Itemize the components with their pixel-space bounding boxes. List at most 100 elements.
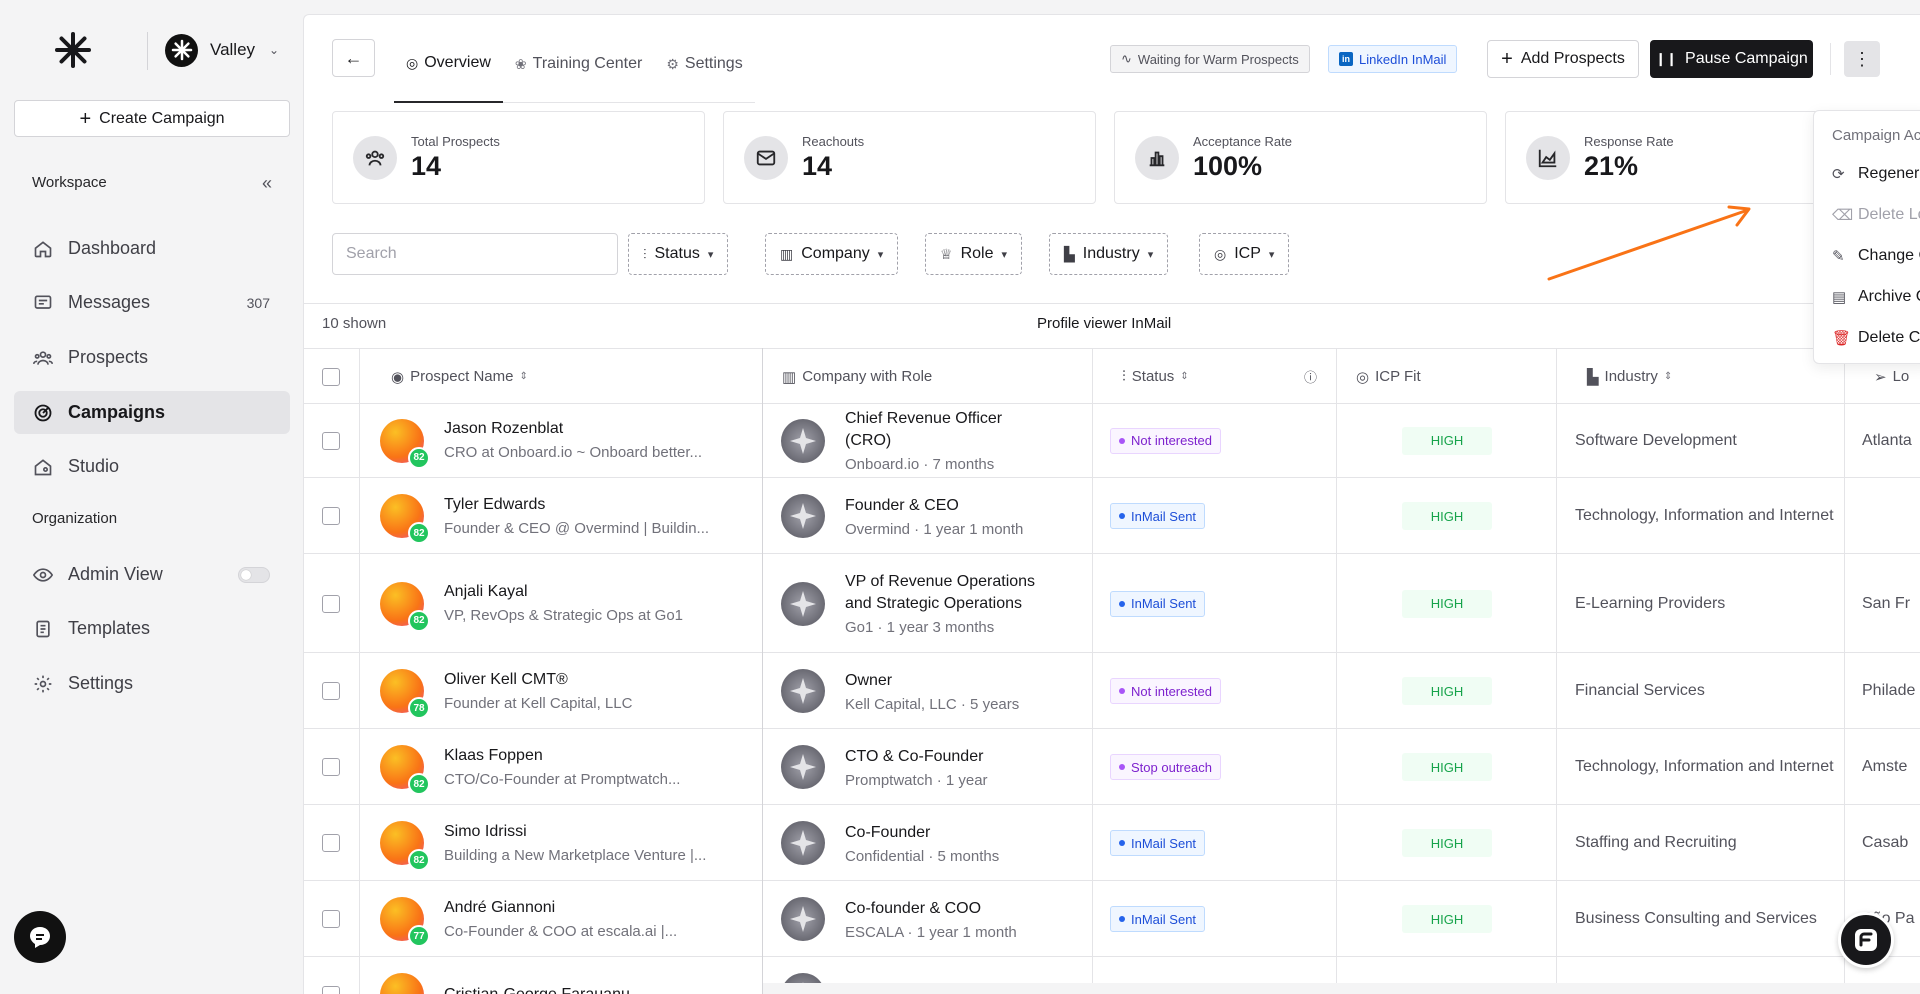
search-input[interactable] — [332, 233, 618, 275]
filter-icp[interactable]: ◎ ICP ▾ — [1199, 233, 1290, 275]
menu-item-label: Regenera — [1858, 164, 1920, 182]
add-prospects-button[interactable]: + Add Prospects — [1487, 40, 1639, 78]
column-icp-fit: ◎ ICP Fit — [1356, 349, 1421, 404]
nav-settings[interactable]: Settings — [14, 662, 290, 705]
stat-value: 14 — [411, 150, 442, 181]
collapse-sidebar-icon[interactable]: « — [262, 173, 273, 193]
location-text: Casab — [1862, 834, 1909, 851]
row-checkbox[interactable] — [322, 479, 340, 553]
nav-dashboard[interactable]: Dashboard — [14, 227, 290, 270]
tab-settings[interactable]: ⚙ Settings — [654, 39, 754, 89]
company-cell: Co-Founder Confidential · 5 months — [781, 806, 1045, 880]
row-checkbox[interactable] — [322, 730, 340, 804]
menu-item-delete-campaign[interactable]: 🗑 Delete C — [1814, 317, 1920, 358]
filter-status[interactable]: ⫶ Status ▾ — [628, 233, 729, 275]
stat-label: Reachouts — [802, 133, 865, 149]
prospect-cell[interactable]: 82 Klaas Foppen CTO/Co-Founder at Promptw… — [380, 730, 680, 804]
nav-prospects[interactable]: Prospects — [14, 336, 290, 379]
more-actions-button[interactable]: ⋮ — [1844, 41, 1880, 77]
table-row[interactable]: 82 Jason Rozenblat CRO at Onboard.io ~ On… — [304, 404, 1920, 478]
help-widget-icon[interactable] — [1838, 912, 1894, 968]
gear-icon: ⚙ — [666, 55, 679, 72]
horizontal-scrollbar[interactable] — [763, 983, 1920, 994]
status-badge: InMail Sent — [1110, 503, 1206, 529]
status-cell: InMail Sent — [1110, 479, 1206, 553]
add-prospects-label: Add Prospects — [1520, 50, 1625, 67]
table-row[interactable]: 77 André Giannoni Co-Founder & COO at esc… — [304, 882, 1920, 957]
table-row[interactable]: 82 Tyler Edwards Founder & CEO @ Overmind… — [304, 479, 1920, 554]
nav-templates[interactable]: Templates — [14, 607, 290, 650]
area-chart-icon — [1526, 135, 1570, 180]
filter-status-label: Status — [654, 245, 700, 262]
tab-overview[interactable]: ◎ Overview — [394, 39, 503, 103]
prospect-cell[interactable]: 77 André Giannoni Co-Founder & COO at esc… — [380, 882, 677, 956]
filter-company[interactable]: ▥ Company ▾ — [765, 233, 899, 275]
column-location: ➢ Lo — [1874, 349, 1909, 404]
prospect-cell[interactable]: 82 Tyler Edwards Founder & CEO @ Overmind… — [380, 479, 709, 553]
more-vertical-icon: ⋮ — [1853, 48, 1871, 69]
table-row[interactable]: 82 Anjali Kayal VP, RevOps & Strategic Op… — [304, 555, 1920, 653]
row-checkbox[interactable] — [322, 882, 340, 956]
app-logo-icon[interactable] — [53, 30, 93, 70]
pause-campaign-button[interactable]: ❙❙ Pause Campaign — [1650, 40, 1813, 78]
column-divider — [1556, 348, 1557, 994]
back-button[interactable]: ← — [332, 39, 375, 77]
row-checkbox[interactable] — [322, 654, 340, 728]
location-text: San Fr — [1862, 594, 1911, 612]
table-row[interactable]: 82 Klaas Foppen CTO/Co-Founder at Promptw… — [304, 730, 1920, 805]
filter-icp-label: ICP — [1234, 245, 1261, 262]
company-logo-icon — [781, 494, 825, 538]
prospect-cell[interactable]: 82 Cristian-George Farauanu — [380, 958, 630, 994]
company-logo-icon — [781, 821, 825, 865]
prospect-cell[interactable]: 78 Oliver Kell CMT® Founder at Kell Capit… — [380, 654, 632, 728]
nav-campaigns[interactable]: Campaigns — [14, 391, 290, 434]
menu-item-regenerate[interactable]: ⟳ Regenera — [1814, 153, 1920, 194]
role-title: Owner — [845, 671, 893, 689]
table-row[interactable]: 78 Oliver Kell CMT® Founder at Kell Capit… — [304, 654, 1920, 729]
nav-messages[interactable]: Messages 307 — [14, 281, 290, 324]
prospect-cell[interactable]: 82 Anjali Kayal VP, RevOps & Strategic Op… — [380, 555, 683, 652]
column-industry[interactable]: ▙ Industry ⇕ — [1587, 349, 1672, 404]
column-divider — [762, 348, 763, 994]
prospect-cell[interactable]: 82 Jason Rozenblat CRO at Onboard.io ~ On… — [380, 404, 702, 477]
status-cell: Stop outreach — [1110, 730, 1221, 804]
industry-text: Staffing and Recruiting — [1575, 834, 1737, 851]
location-cell: Philade — [1862, 654, 1915, 728]
prospect-cell[interactable]: 82 Simo Idrissi Building a New Marketplac… — [380, 806, 706, 880]
avatar: 77 — [380, 897, 430, 947]
nav-admin-view[interactable]: Admin View — [14, 553, 290, 596]
filter-industry[interactable]: ▙ Industry ▾ — [1049, 233, 1169, 275]
menu-item-delete-lo[interactable]: ⌫ Delete Lo — [1814, 194, 1920, 235]
admin-view-toggle[interactable] — [238, 566, 270, 583]
menu-item-change[interactable]: ✎ Change C — [1814, 235, 1920, 276]
workspace-switcher[interactable]: Valley ⌄ — [165, 32, 279, 68]
row-checkbox[interactable] — [322, 958, 340, 994]
icp-cell: HIGH — [1402, 479, 1492, 553]
stat-value: 21% — [1584, 150, 1639, 181]
building-icon: ▥ — [780, 245, 794, 262]
icp-cell: HIGH — [1402, 730, 1492, 804]
column-prospect-name[interactable]: ◉ Prospect Name ⇕ — [391, 349, 528, 404]
filter-role[interactable]: ♕ Role ▾ — [925, 233, 1022, 275]
select-all-checkbox[interactable] — [322, 349, 340, 404]
create-campaign-button[interactable]: + Create Campaign — [14, 100, 290, 137]
icp-fit-badge: HIGH — [1402, 589, 1492, 618]
chat-support-icon[interactable] — [14, 911, 66, 963]
row-checkbox[interactable] — [322, 555, 340, 652]
row-checkbox[interactable] — [322, 404, 340, 477]
table-row[interactable]: 82 Simo Idrissi Building a New Marketplac… — [304, 806, 1920, 881]
company-tenure: Kell Capital, LLC · 5 years — [845, 695, 1020, 713]
icp-cell: HIGH — [1402, 404, 1492, 477]
info-icon[interactable]: ⓘ — [1304, 370, 1318, 385]
column-status[interactable]: ⫶ Status ⇕ — [1122, 349, 1189, 404]
tab-training-center[interactable]: ❀ Training Center — [503, 39, 654, 89]
plus-icon: + — [79, 107, 92, 130]
industry-cell: Software Development — [1575, 404, 1737, 477]
row-checkbox[interactable] — [322, 806, 340, 880]
location-cell: San Fr — [1862, 555, 1910, 652]
nav-studio[interactable]: Studio — [14, 445, 290, 488]
document-icon — [32, 618, 54, 640]
menu-item-archive[interactable]: ▤ Archive C — [1814, 276, 1920, 317]
location-text: Amste — [1862, 758, 1908, 775]
company-tenure: Go1 · 1 year 3 months — [845, 619, 995, 636]
